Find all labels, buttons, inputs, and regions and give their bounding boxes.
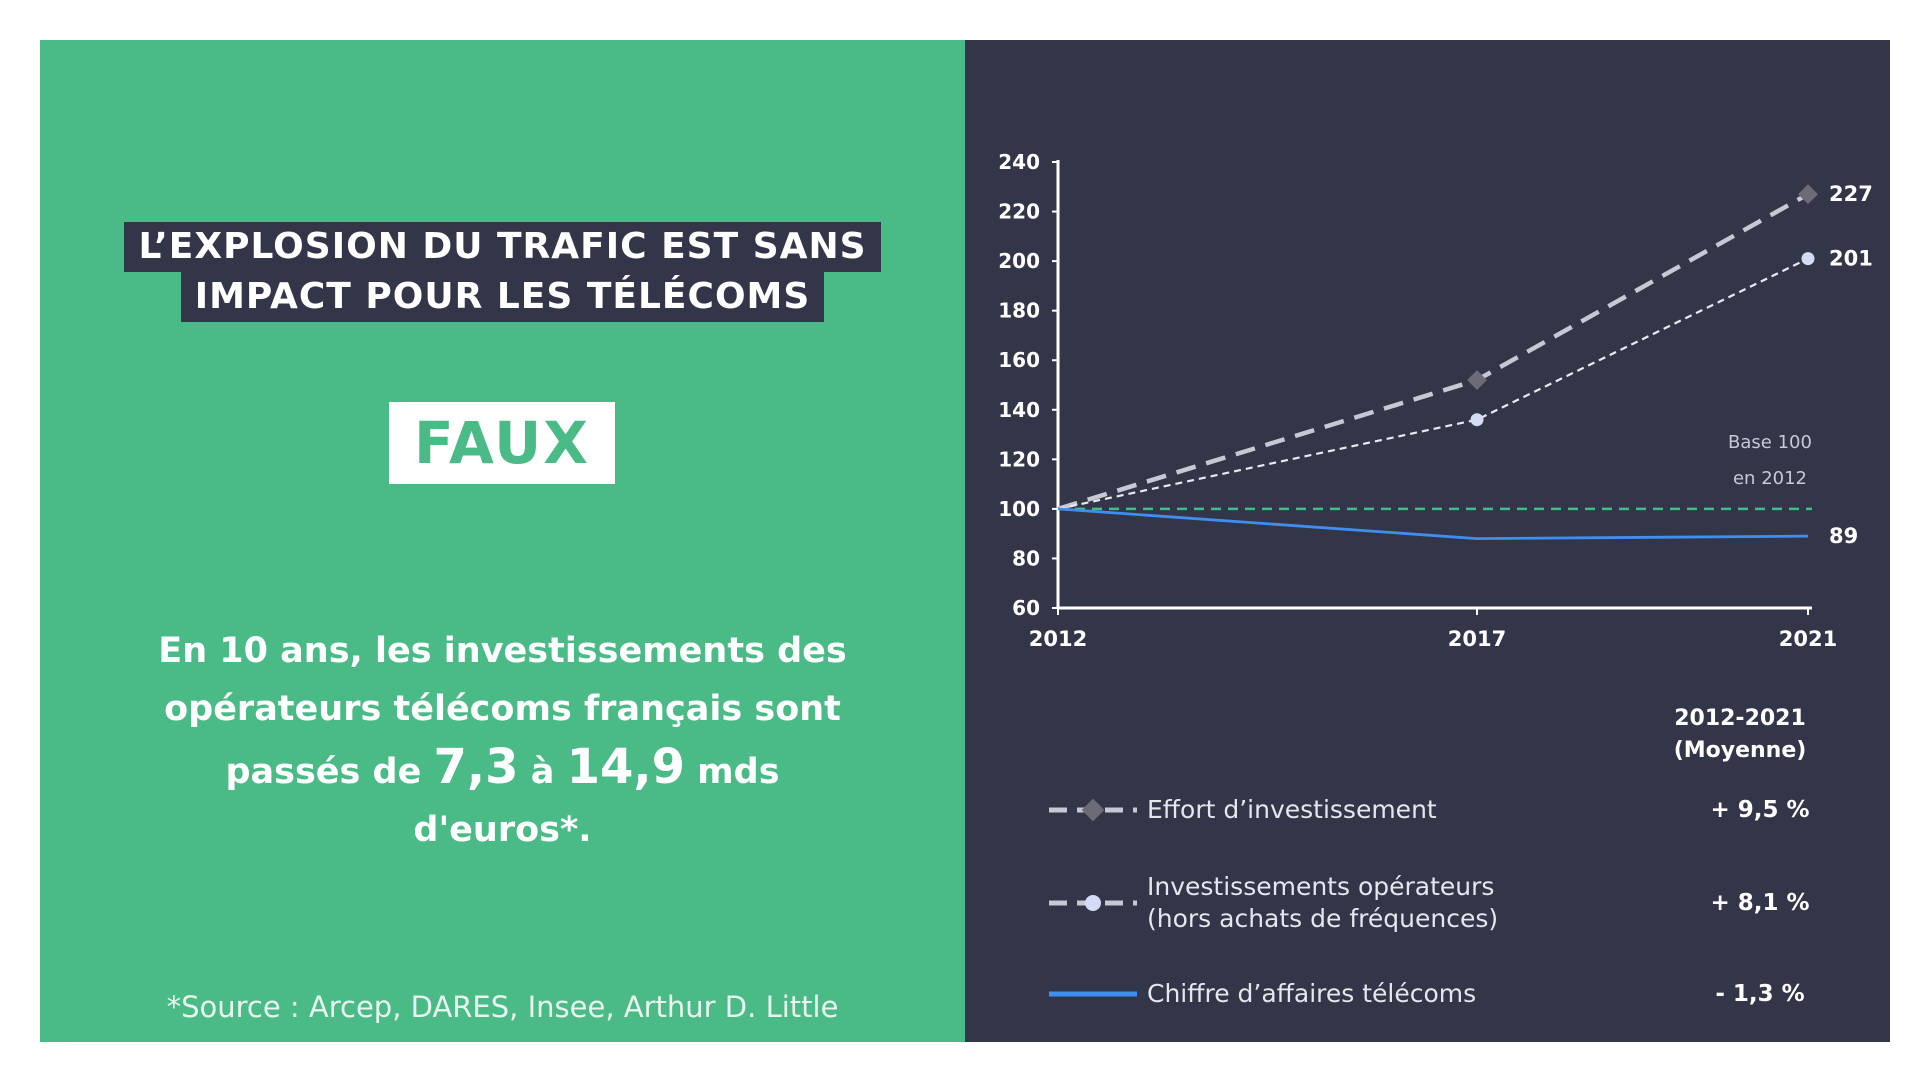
right-panel xyxy=(965,40,1890,1042)
y-tick-label: 80 xyxy=(1012,546,1040,570)
headline-line-1: L’EXPLOSION DU TRAFIC EST SANS xyxy=(124,222,881,272)
legend-symbol-chiffre xyxy=(1049,991,1137,997)
diamond-data-point xyxy=(1467,370,1487,390)
y-tick-label: 180 xyxy=(998,299,1040,323)
legend-label-chiffre: Chiffre d’affaires télécoms xyxy=(1147,979,1477,1008)
y-tick-label: 120 xyxy=(998,447,1040,471)
headline: L’EXPLOSION DU TRAFIC EST SANS IMPACT PO… xyxy=(40,222,965,322)
y-tick-label: 240 xyxy=(998,150,1040,174)
y-tick-label: 220 xyxy=(998,200,1040,224)
x-tick-label: 2012 xyxy=(1029,627,1087,651)
legend-symbol-investissements xyxy=(1049,895,1137,911)
y-tick-label: 100 xyxy=(998,497,1040,521)
x-tick-label: 2021 xyxy=(1779,627,1837,651)
legend-header-note: (Moyenne) xyxy=(1673,738,1807,763)
legend-item-investissements: Investissements opérateurs (hors achats … xyxy=(1035,868,1875,938)
base-note-line-1: Base 100 xyxy=(1728,432,1812,453)
legend-label-line-2: (hors achats de fréquences) xyxy=(1147,904,1499,933)
legend-value-effort: + 9,5 % xyxy=(1710,797,1810,823)
headline-line-2: IMPACT POUR LES TÉLÉCOMS xyxy=(180,272,825,322)
base-note-line-2: en 2012 xyxy=(1733,468,1807,489)
body-line-3: passés de 7,3 à 14,9 mds xyxy=(100,738,905,801)
body-line-2: opérateurs télécoms français sont xyxy=(164,689,841,729)
body-text-part: passés de xyxy=(225,752,434,792)
body-text-part: à xyxy=(518,752,567,792)
circle-marker-icon xyxy=(1085,895,1101,911)
body-line-1: En 10 ans, les investissements des xyxy=(158,631,847,671)
source-note: *Source : Arcep, DARES, Insee, Arthur D.… xyxy=(166,990,839,1024)
y-tick-label: 160 xyxy=(998,348,1040,372)
series-end-label-1: 227 xyxy=(1829,182,1873,206)
series-line-2 xyxy=(1057,257,1809,510)
series-end-label-3: 89 xyxy=(1829,524,1858,548)
series-end-label-2: 201 xyxy=(1829,247,1873,271)
y-tick-label: 200 xyxy=(998,249,1040,273)
verdict-badge: FAUX xyxy=(389,402,615,484)
series-line-3 xyxy=(1057,507,1809,541)
series-line-1 xyxy=(1057,192,1810,512)
legend-label-effort: Effort d’investissement xyxy=(1147,795,1437,824)
amount-2012: 7,3 xyxy=(433,739,519,795)
y-tick-label: 60 xyxy=(1012,596,1040,620)
legend-label-investissements: Investissements opérateurs (hors achats … xyxy=(1147,871,1587,935)
circle-data-point xyxy=(1470,413,1484,427)
body-text-part: mds xyxy=(685,752,780,792)
circle-data-point xyxy=(1801,252,1815,266)
legend-item-chiffre: Chiffre d’affaires télécoms - 1,3 % xyxy=(1035,959,1875,1029)
legend-header: 2012-2021 (Moyenne) xyxy=(1610,703,1870,767)
legend-value-investissements: + 8,1 % xyxy=(1710,890,1810,916)
legend-value-chiffre: - 1,3 % xyxy=(1715,981,1805,1007)
y-tick-label: 140 xyxy=(998,398,1040,422)
diamond-marker-icon xyxy=(1081,798,1105,822)
legend-item-effort: Effort d’investissement + 9,5 % xyxy=(1035,775,1875,845)
legend-symbol-effort xyxy=(1049,798,1137,822)
amount-2021: 14,9 xyxy=(566,739,685,795)
legend-label-line-1: Investissements opérateurs xyxy=(1147,872,1495,901)
diamond-data-point xyxy=(1798,184,1818,205)
x-tick-label: 2017 xyxy=(1448,627,1506,651)
body-text: En 10 ans, les investissements des opéra… xyxy=(100,622,905,859)
body-line-4: d'euros*. xyxy=(413,810,592,850)
left-panel: L’EXPLOSION DU TRAFIC EST SANS IMPACT PO… xyxy=(40,40,965,1042)
legend-header-period: 2012-2021 xyxy=(1674,706,1806,731)
